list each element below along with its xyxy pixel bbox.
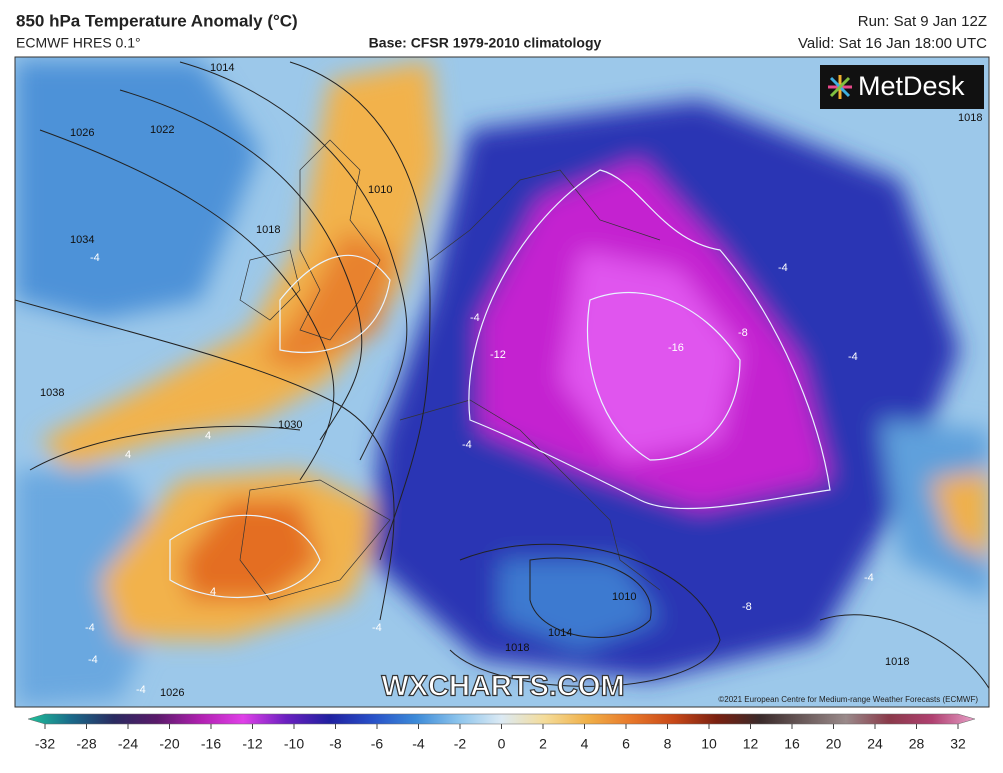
pressure-label: 1038 bbox=[40, 387, 64, 399]
valid: Valid: Sat 16 Jan 18:00 UTC bbox=[798, 35, 987, 52]
colorbar-ticks: -32 -28 -24 -20 -16 -12 -10 -8 -6 -4 -2 0 2 4 6 8 10 12 16… bbox=[35, 724, 966, 752]
pressure-label: 1014 bbox=[210, 62, 234, 74]
temperature-label: -4 bbox=[864, 572, 874, 584]
temperature-label: -4 bbox=[88, 654, 98, 666]
colorbar-tick-label: 20 bbox=[826, 736, 842, 752]
pressure-label: 1014 bbox=[548, 627, 572, 639]
temperature-label: -4 bbox=[470, 312, 480, 324]
pressure-label: 1034 bbox=[70, 234, 94, 246]
title: 850 hPa Temperature Anomaly (°C) bbox=[16, 11, 298, 30]
colorbar-tick-label: 4 bbox=[581, 736, 589, 752]
temperature-label: 4 bbox=[205, 430, 211, 442]
temperature-label: -16 bbox=[668, 342, 684, 354]
colorbar bbox=[27, 713, 976, 725]
colorbar-tick-label: 28 bbox=[909, 736, 925, 752]
logo-icon bbox=[828, 75, 852, 99]
pressure-label: 1030 bbox=[278, 419, 302, 431]
pressure-label: 1018 bbox=[958, 112, 982, 124]
colorbar-tick-label: -4 bbox=[412, 736, 425, 752]
temperature-label: -8 bbox=[742, 601, 752, 613]
colorbar-tick-label: 0 bbox=[498, 736, 506, 752]
pressure-label: 1010 bbox=[368, 184, 392, 196]
colorbar-tick-label: 16 bbox=[784, 736, 800, 752]
colorbar-tick-label: 12 bbox=[743, 736, 759, 752]
colorbar-tick-label: -12 bbox=[242, 736, 262, 752]
colorbar-tick-label: 32 bbox=[950, 736, 966, 752]
copyright: ©2021 European Centre for Medium-range W… bbox=[718, 695, 978, 704]
temperature-label: -4 bbox=[85, 622, 95, 634]
pressure-label: 1026 bbox=[70, 127, 94, 139]
temperature-label: -8 bbox=[738, 327, 748, 339]
temperature-label: -4 bbox=[778, 262, 788, 274]
temperature-label: -4 bbox=[848, 351, 858, 363]
colorbar-tick-label: -24 bbox=[118, 736, 138, 752]
pressure-label: 1026 bbox=[160, 687, 184, 699]
colorbar-tick-label: 6 bbox=[622, 736, 630, 752]
base: Base: CFSR 1979-2010 climatology bbox=[369, 35, 602, 51]
colorbar-tick-label: -20 bbox=[159, 736, 179, 752]
colorbar-tick-label: -16 bbox=[201, 736, 221, 752]
colorbar-tick-label: 2 bbox=[539, 736, 547, 752]
temperature-label: -4 bbox=[90, 252, 100, 264]
pressure-label: 1018 bbox=[505, 642, 529, 654]
pressure-label: 1010 bbox=[612, 591, 636, 603]
pressure-label: 1022 bbox=[150, 124, 174, 136]
watermark: WXCHARTS.COM bbox=[381, 671, 624, 703]
colorbar-tick-label: 24 bbox=[867, 736, 883, 752]
colorbar-tick-label: 10 bbox=[701, 736, 717, 752]
colorbar-tick-label: -32 bbox=[35, 736, 55, 752]
temperature-label: -4 bbox=[136, 684, 146, 696]
temperature-label: 4 bbox=[210, 586, 216, 598]
model: ECMWF HRES 0.1° bbox=[16, 35, 141, 51]
run: Run: Sat 9 Jan 12Z bbox=[858, 13, 987, 30]
colorbar-tick-label: -8 bbox=[329, 736, 342, 752]
pressure-label: 1018 bbox=[885, 656, 909, 668]
colorbar-tick-label: 8 bbox=[664, 736, 672, 752]
logo-text: MetDesk bbox=[858, 71, 965, 101]
map-frame bbox=[14, 56, 990, 708]
colorbar-tick-label: -10 bbox=[284, 736, 304, 752]
temperature-label: -4 bbox=[372, 622, 382, 634]
temperature-label: -4 bbox=[462, 439, 472, 451]
temperature-label: -12 bbox=[490, 349, 506, 361]
temperature-label: 4 bbox=[125, 449, 131, 461]
map: 1014 1026 1022 1010 1034 1038 1030 1014 … bbox=[15, 57, 989, 707]
colorbar-tick-label: -6 bbox=[371, 736, 384, 752]
colorbar-tick-label: -2 bbox=[454, 736, 467, 752]
colorbar-tick-label: -28 bbox=[76, 736, 96, 752]
pressure-label: 1018 bbox=[256, 224, 280, 236]
